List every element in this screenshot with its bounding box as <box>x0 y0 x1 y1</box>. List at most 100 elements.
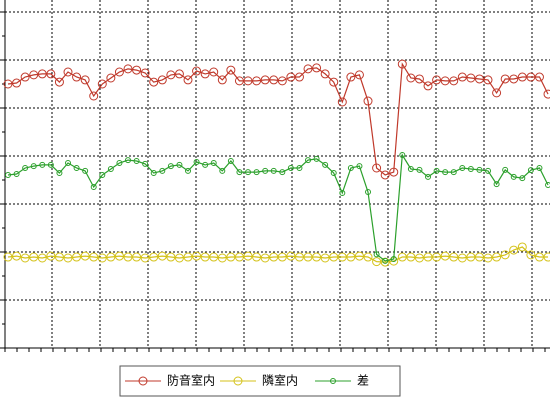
point <box>517 242 527 252</box>
point <box>252 76 262 86</box>
point <box>483 253 493 263</box>
point <box>82 167 89 174</box>
point <box>313 155 320 162</box>
point <box>502 166 509 173</box>
vertical-grid <box>51 0 533 348</box>
point <box>114 251 124 261</box>
point <box>526 72 536 82</box>
point <box>442 169 449 176</box>
point <box>534 72 544 82</box>
point <box>303 252 313 262</box>
point <box>97 79 107 89</box>
point <box>5 171 12 178</box>
point <box>30 163 37 170</box>
point <box>185 167 192 174</box>
point <box>509 245 519 255</box>
point <box>382 257 389 264</box>
point <box>243 251 253 261</box>
point <box>37 253 47 263</box>
point <box>457 72 467 82</box>
point <box>329 77 339 87</box>
point <box>219 167 226 174</box>
point <box>200 69 210 79</box>
point <box>125 157 132 164</box>
point <box>209 67 219 77</box>
point <box>159 167 166 174</box>
point <box>373 251 380 258</box>
point <box>252 252 262 262</box>
point <box>407 165 414 172</box>
point <box>440 251 450 261</box>
point <box>432 252 442 262</box>
point <box>99 171 106 178</box>
point <box>287 165 294 171</box>
point <box>116 159 123 166</box>
point <box>106 252 116 262</box>
point <box>474 252 484 262</box>
point <box>354 251 364 261</box>
point <box>545 182 550 189</box>
point <box>123 252 133 262</box>
point <box>277 76 287 86</box>
point <box>380 170 390 180</box>
point <box>329 252 339 262</box>
point <box>485 167 492 174</box>
point <box>97 253 107 263</box>
point <box>13 171 20 177</box>
point <box>260 253 270 263</box>
point <box>389 167 399 177</box>
point <box>132 65 142 75</box>
point <box>476 166 483 173</box>
point <box>142 160 149 167</box>
point <box>500 250 510 260</box>
point <box>536 165 543 171</box>
point <box>527 167 534 174</box>
point <box>150 170 157 177</box>
point <box>174 253 184 263</box>
point <box>269 75 279 85</box>
point <box>46 69 56 79</box>
point <box>543 252 550 262</box>
point <box>414 74 424 84</box>
point <box>363 96 373 106</box>
point <box>106 73 116 83</box>
point <box>312 252 322 262</box>
point <box>107 165 114 172</box>
point <box>466 252 476 262</box>
point <box>47 161 54 168</box>
point <box>320 69 330 79</box>
point <box>262 167 269 174</box>
legend-marker <box>138 376 148 386</box>
point <box>174 69 184 79</box>
point <box>132 252 142 262</box>
point <box>89 91 99 101</box>
point <box>474 74 484 84</box>
point <box>294 72 304 82</box>
point <box>89 252 99 262</box>
point <box>73 165 80 171</box>
point <box>467 165 474 172</box>
point <box>80 251 90 261</box>
point <box>29 70 39 80</box>
point <box>234 252 244 262</box>
legend-label: 防音室内 <box>167 373 215 388</box>
point <box>72 252 82 262</box>
point <box>243 76 253 86</box>
point <box>466 73 476 83</box>
point <box>123 64 133 74</box>
point <box>22 165 29 171</box>
point <box>140 253 150 263</box>
point <box>390 255 397 262</box>
point <box>492 88 502 98</box>
point <box>183 252 193 262</box>
point <box>519 175 526 182</box>
point <box>149 252 159 262</box>
point <box>423 81 433 91</box>
point <box>226 65 236 75</box>
point <box>337 97 347 107</box>
point <box>149 77 159 87</box>
point <box>492 252 502 262</box>
point <box>337 252 347 262</box>
point <box>29 252 39 262</box>
point <box>39 161 46 168</box>
